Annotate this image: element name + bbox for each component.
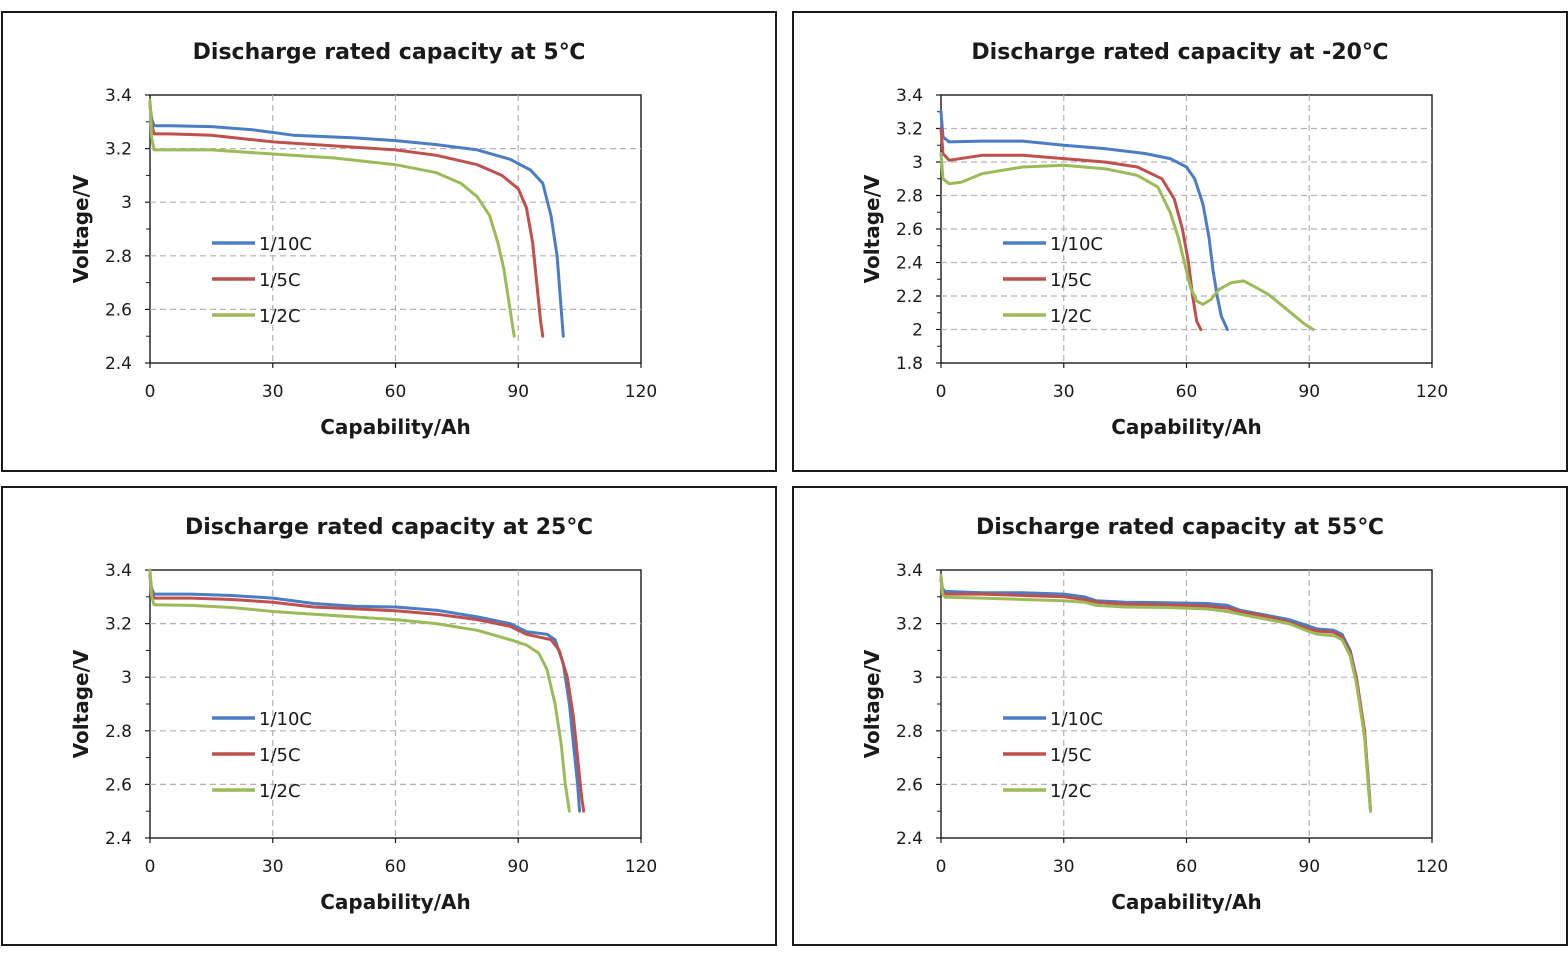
- y-tick-label: 3: [121, 193, 132, 213]
- y-axis-label: Voltage/V: [69, 174, 93, 283]
- y-tick-label: 2.6: [105, 300, 132, 320]
- series-line-1-2c: [148, 98, 516, 338]
- x-tick-label: 120: [1416, 857, 1448, 877]
- x-tick-label: 30: [262, 382, 284, 402]
- y-tick-label: 2.4: [105, 354, 132, 374]
- x-tick-label: 30: [1053, 857, 1075, 877]
- x-tick-label: 120: [625, 857, 657, 877]
- y-tick-label: 2.6: [896, 775, 923, 795]
- x-tick-label: 90: [507, 857, 529, 877]
- x-tick-label: 60: [1176, 382, 1198, 402]
- x-tick-label: 0: [936, 382, 947, 402]
- chart-title: Discharge rated capacity at 55℃: [976, 515, 1384, 540]
- x-tick-label: 90: [507, 382, 529, 402]
- x-tick-label: 60: [385, 382, 407, 402]
- y-tick-label: 3.4: [896, 86, 923, 106]
- x-axis-label: Capability/Ah: [320, 415, 471, 439]
- legend-label: 1/2C: [1050, 306, 1092, 327]
- x-tick-label: 120: [1416, 382, 1448, 402]
- legend-label: 1/5C: [259, 745, 301, 766]
- series-line-1-2c: [939, 152, 1315, 331]
- series-line-1-10c: [939, 110, 1229, 331]
- series-line-1-5c: [148, 573, 586, 813]
- chart-panel-25c: Discharge rated capacity at 25℃ 2.4 2.6 2.8…: [1, 486, 777, 946]
- series-line-1-2c: [939, 573, 1373, 813]
- y-tick-label: 3.2: [896, 120, 923, 140]
- y-tick-label: 2.2: [896, 287, 923, 307]
- y-tick-label: 3.2: [105, 615, 132, 635]
- y-axis-label: Voltage/V: [860, 649, 884, 758]
- series-line-1-10c: [148, 104, 565, 338]
- chart-panel-5c: Discharge rated capacity at 5℃ 2.4 2.6 2.8 3…: [1, 11, 777, 472]
- x-tick-label: 30: [262, 857, 284, 877]
- x-tick-label: 0: [145, 857, 156, 877]
- series-line-1-2c: [148, 568, 571, 813]
- series-line-1-10c: [939, 579, 1373, 813]
- y-tick-label: 2.6: [105, 775, 132, 795]
- series-line-1-10c: [148, 573, 582, 813]
- y-tick-label: 3.4: [896, 561, 923, 581]
- y-tick-label: 3: [912, 153, 923, 173]
- legend-label: 1/10C: [1050, 234, 1103, 255]
- y-tick-label: 3: [121, 668, 132, 688]
- x-axis-label: Capability/Ah: [320, 890, 471, 914]
- chart-svg-5c: Discharge rated capacity at 5℃ 2.4 2.6 2.8 3…: [69, 40, 657, 439]
- y-tick-label: 2.8: [896, 722, 923, 742]
- y-axis-label: Voltage/V: [860, 174, 884, 283]
- y-axis-label: Voltage/V: [69, 649, 93, 758]
- chart-title: Discharge rated capacity at 25℃: [185, 515, 593, 540]
- y-tick-label: 3: [912, 668, 923, 688]
- y-tick-label: 3.4: [105, 561, 132, 581]
- chart-svg-55c: Discharge rated capacity at 55℃ 2.4 2.6 2.8…: [860, 515, 1448, 914]
- y-tick-label: 2.4: [105, 829, 132, 849]
- y-tick-label: 2: [912, 321, 923, 341]
- legend-label: 1/2C: [259, 781, 301, 802]
- legend-label: 1/10C: [1050, 709, 1103, 730]
- y-tick-label: 3.2: [896, 615, 923, 635]
- x-axis-label: Capability/Ah: [1111, 415, 1262, 439]
- y-tick-label: 3.2: [105, 140, 132, 160]
- series-line-1-5c: [939, 576, 1373, 813]
- y-tick-label: 1.8: [896, 354, 923, 374]
- legend-label: 1/2C: [1050, 781, 1092, 802]
- series-line-1-5c: [148, 101, 545, 338]
- y-tick-label: 2.8: [896, 187, 923, 207]
- x-tick-label: 60: [1176, 857, 1198, 877]
- legend-label: 1/5C: [259, 270, 301, 291]
- legend-label: 1/2C: [259, 306, 301, 327]
- y-tick-label: 2.8: [105, 247, 132, 267]
- chart-title: Discharge rated capacity at -20℃: [971, 40, 1388, 65]
- legend-label: 1/5C: [1050, 745, 1092, 766]
- x-tick-label: 30: [1053, 382, 1075, 402]
- y-tick-label: 2.4: [896, 829, 923, 849]
- y-tick-label: 2.4: [896, 254, 923, 274]
- legend-label: 1/10C: [259, 709, 312, 730]
- x-tick-label: 90: [1298, 382, 1320, 402]
- x-tick-label: 90: [1298, 857, 1320, 877]
- x-axis-label: Capability/Ah: [1111, 890, 1262, 914]
- legend-label: 1/5C: [1050, 270, 1092, 291]
- chart-panel-55c: Discharge rated capacity at 55℃ 2.4 2.6 2.8…: [792, 486, 1568, 946]
- y-tick-label: 2.6: [896, 220, 923, 240]
- chart-title: Discharge rated capacity at 5℃: [193, 40, 586, 65]
- x-tick-label: 0: [936, 857, 947, 877]
- y-tick-label: 3.4: [105, 86, 132, 106]
- chart-svg-minus20c: Discharge rated capacity at -20℃ 1.8 2 2.2 2…: [860, 40, 1448, 439]
- y-tick-label: 2.8: [105, 722, 132, 742]
- x-tick-label: 0: [145, 382, 156, 402]
- legend-label: 1/10C: [259, 234, 312, 255]
- chart-panel-minus20c: Discharge rated capacity at -20℃ 1.8 2 2.2 2…: [792, 11, 1568, 472]
- x-tick-label: 60: [385, 857, 407, 877]
- chart-svg-25c: Discharge rated capacity at 25℃ 2.4 2.6 2.8…: [69, 515, 657, 914]
- x-tick-label: 120: [625, 382, 657, 402]
